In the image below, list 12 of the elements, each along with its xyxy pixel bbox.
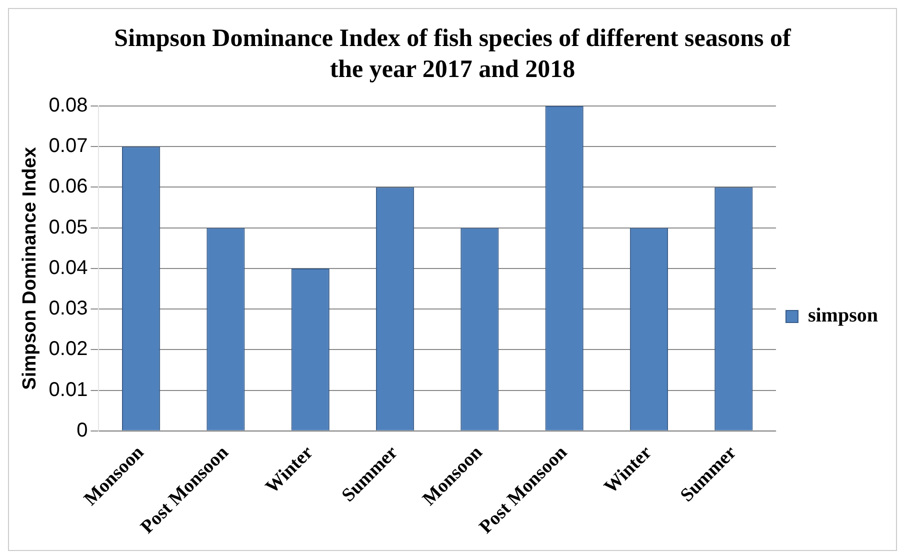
y-tick-label: 0.06: [48, 176, 88, 198]
y-tick-label: 0.05: [48, 216, 88, 238]
y-axis-title: Simpson Dominance Index: [20, 146, 41, 390]
legend-label: simpson: [808, 304, 878, 327]
y-tick-label: 0.08: [48, 94, 88, 117]
y-tick-label: 0.04: [48, 256, 88, 279]
y-tick-label: 0.01: [48, 378, 88, 401]
y-tick-label: 0.03: [48, 298, 88, 320]
chart-title: Simpson Dominance Index of fish species of different seasons of the year 2017 and 2018: [113, 24, 792, 85]
y-tick-label: 0: [76, 419, 88, 442]
y-tick-label: 0.02: [48, 338, 88, 360]
y-tick-label: 0.07: [48, 135, 88, 158]
